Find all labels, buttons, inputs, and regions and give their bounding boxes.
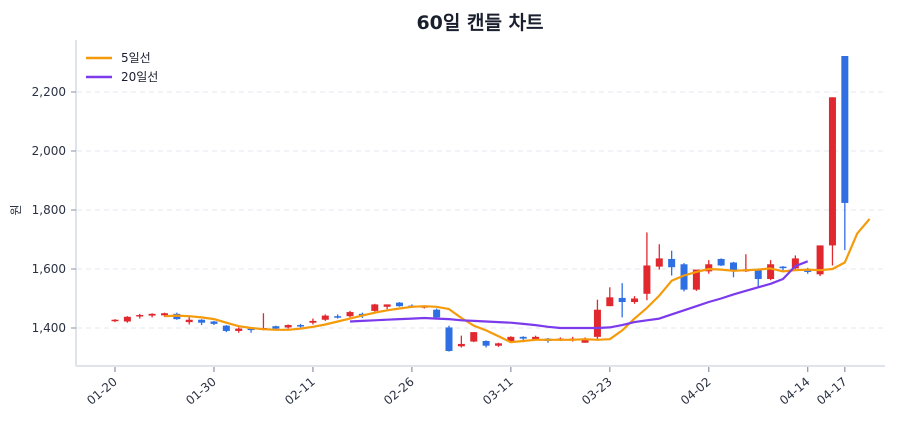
candle-up: [816, 245, 824, 275]
y-tick-label: 1,400: [32, 321, 66, 335]
candle-up: [507, 336, 515, 341]
x-tick-label: 04-14: [777, 375, 813, 408]
x-tick-label: 02-26: [381, 375, 417, 408]
candle-down: [730, 262, 737, 271]
candle-up: [581, 339, 589, 343]
x-tick-label: 01-20: [84, 375, 120, 408]
candle-down: [618, 297, 626, 303]
candle-up: [828, 97, 836, 246]
x-tick-label: 04-02: [678, 375, 714, 408]
y-tick-label: 2,200: [32, 85, 66, 99]
candle-up: [123, 316, 131, 322]
candle-up: [346, 312, 354, 317]
candle-down: [198, 319, 206, 323]
candles: [111, 56, 849, 352]
x-tick-label: 04-17: [814, 375, 850, 408]
legend: 5일선 20일선: [86, 51, 158, 84]
candle-down: [247, 328, 255, 331]
candle-down: [210, 321, 218, 324]
candle-up: [235, 328, 243, 331]
candle-up: [692, 269, 700, 290]
candle-up: [284, 325, 292, 328]
ma20-line: [349, 260, 809, 330]
candle-down: [519, 336, 527, 339]
ma5-line: [164, 218, 871, 344]
x-tick-label: 02-11: [282, 375, 318, 408]
candle-up: [321, 315, 329, 320]
gridlines: [77, 91, 885, 329]
candle-up: [593, 309, 601, 337]
candle-up: [643, 265, 651, 294]
candle-down: [482, 340, 490, 346]
candle-up: [532, 336, 540, 340]
y-tick-label: 2,000: [32, 144, 66, 158]
x-tick-label: 01-30: [183, 375, 219, 408]
candle-down: [396, 302, 404, 307]
candle-up: [383, 304, 391, 307]
y-ticks: 1,400 1,600 1,800 2,000 2,200: [32, 85, 76, 335]
candle-down: [680, 264, 688, 290]
candle-down: [433, 309, 441, 318]
candle-up: [148, 313, 156, 316]
candle-down: [297, 325, 305, 327]
candle-down: [334, 316, 342, 318]
y-tick-label: 1,800: [32, 203, 66, 217]
candle-down: [754, 269, 762, 280]
candle-up: [791, 258, 799, 269]
candle-up: [705, 264, 713, 272]
candle-up: [457, 343, 465, 347]
candle-up: [606, 297, 614, 307]
legend-label-ma20: 20일선: [121, 70, 158, 84]
candle-up: [767, 264, 775, 280]
legend-label-ma5: 5일선: [121, 51, 151, 65]
y-tick-label: 1,600: [32, 262, 66, 276]
candle-up: [371, 304, 379, 311]
candle-down: [779, 266, 787, 269]
x-tick-label: 03-11: [480, 375, 516, 408]
candle-up: [185, 319, 193, 323]
y-axis-label: 원: [9, 204, 23, 215]
moving-averages: [164, 218, 871, 344]
candle-up: [631, 298, 639, 303]
x-ticks: 01-20 01-30 02-11 02-26 03-11 03-23 04-02 04-14…: [84, 367, 850, 408]
x-tick-label: 03-23: [579, 375, 615, 408]
candle-down: [717, 258, 725, 266]
candle-up: [160, 313, 168, 316]
candle-up: [111, 319, 119, 322]
candle-up: [494, 343, 502, 346]
candle-down: [841, 56, 849, 203]
candle-down: [668, 258, 676, 268]
candle-up: [136, 315, 144, 317]
candle-up: [655, 258, 663, 267]
candle-up: [309, 320, 317, 323]
chart-title: 60일 캔들 차트: [416, 12, 543, 34]
candle-down: [272, 326, 280, 329]
candle-up: [470, 332, 478, 342]
axes: 원: [9, 40, 885, 367]
candle-down: [445, 327, 453, 352]
candle-down: [222, 325, 230, 331]
